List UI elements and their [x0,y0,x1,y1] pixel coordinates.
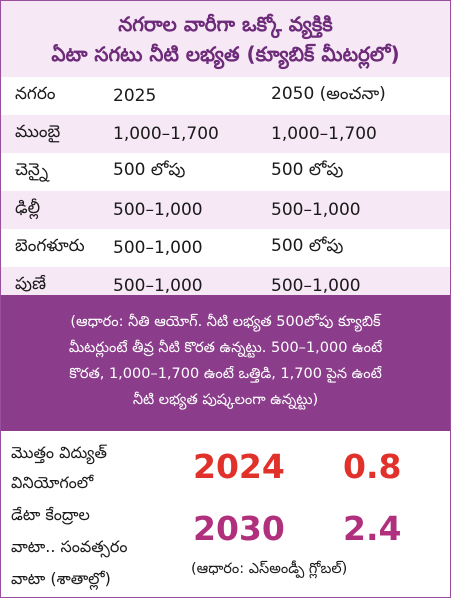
value-2025-cell: 1,000–1,700 [113,124,219,144]
dc-label-line-4: వాటా.. సంవత్సరం [11,537,128,556]
title-line-2: ఏటా సగటు నీటి లభ్యత (క్యూబిక్ మీటర్లలో) [51,42,400,66]
city-cell: ముంబై [15,122,61,142]
note-line-4: నీటి లభ్యత పుష్కలంగా ఉన్నట్టు) [132,392,319,408]
note-line-1: (ఆధారం: నీతి ఆయోగ్. నీటి లభ్యత 500లోపు క… [70,314,381,330]
value-2025-cell: 500–1,000 [113,200,203,220]
dc-source: (ఆధారం: ఎస్అండ్పీ గ్లోబల్) [191,561,348,577]
year-2024: 2024 [193,447,285,486]
dc-label-line-1: మొత్తం విద్యుత్ [11,443,107,462]
year-2030: 2030 [193,509,285,548]
title-line-1: నగరాల వారీగా ఒక్కో వ్యక్తికి [118,12,333,36]
share-2024: 0.8 [343,447,402,486]
city-cell: పుణే [15,274,47,294]
city-cell: చెన్నై [15,160,49,180]
header-2050: 2050 (అంచనా) [271,84,386,104]
table-row: ముంబై 1,000–1,700 1,000–1,700 [1,115,450,153]
value-2025-cell: 500 లోపు [113,160,186,180]
city-cell: బెంగళూరు [15,236,85,256]
table-header-row: నగరం 2025 2050 (అంచనా) [1,77,450,115]
note-line-3: కొరత, 1,000–1,700 ఉంటే ఒత్తిడి, 1,700 పై… [69,366,382,382]
value-2025-cell: 500–1,000 [113,238,203,258]
value-2050-cell: 500–1,000 [271,276,361,296]
source-note: (ఆధారం: నీతి ఆయోగ్. నీటి లభ్యత 500లోపు క… [1,295,450,431]
header-city: నగరం [15,84,56,104]
datacenter-share-panel: మొత్తం విద్యుత్ వినియోగంలో డేటా కేంద్రాల… [1,431,450,597]
value-2025-cell: 500–1,000 [113,276,203,296]
table-row: ఢిల్లీ 500–1,000 500–1,000 [1,191,450,229]
city-cell: ఢిల్లీ [15,198,41,218]
value-2050-cell: 500 లోపు [271,236,344,256]
table-title: నగరాల వారీగా ఒక్కో వ్యక్తికి ఏటా సగటు నీ… [1,1,450,77]
table-row: చెన్నై 500 లోపు 500 లోపు [1,153,450,191]
share-2030: 2.4 [343,509,402,548]
note-line-2: మీటర్లుంటే తీవ్ర నీటి కొరత ఉన్నట్టు. 500… [68,340,383,356]
header-2025: 2025 [113,86,157,106]
dc-label-line-2: వినియోగంలో [11,473,94,492]
dc-label-line-5: వాటా (శాతాల్లో) [11,569,111,588]
value-2050-cell: 1,000–1,700 [271,124,377,144]
dc-label-line-3: డేటా కేంద్రాల [11,505,90,524]
value-2050-cell: 500–1,000 [271,200,361,220]
table-row: బెంగళూరు 500–1,000 500 లోపు [1,229,450,267]
value-2050-cell: 500 లోపు [271,160,344,180]
